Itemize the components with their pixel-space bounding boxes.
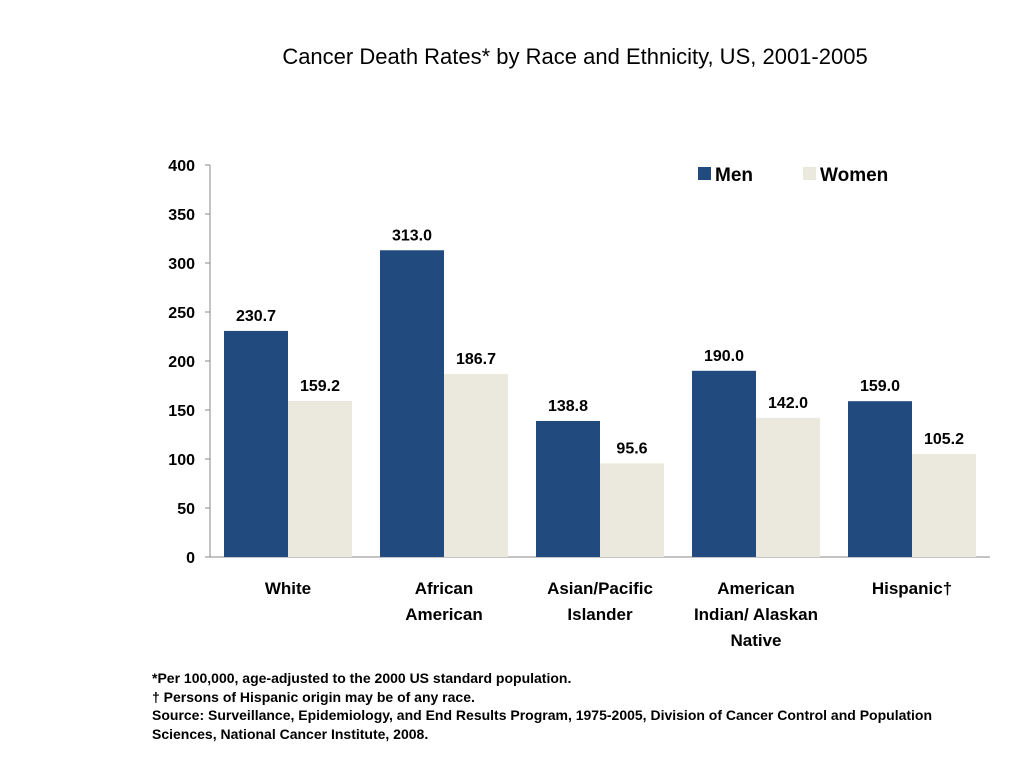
y-tick-label: 350 — [168, 207, 195, 224]
bar-men — [536, 420, 600, 557]
footnote-hispanic: † Persons of Hispanic origin may be of a… — [152, 688, 475, 705]
data-label: 95.6 — [616, 440, 647, 457]
chart-title: Cancer Death Rates* by Race and Ethnicit… — [282, 44, 868, 69]
legend-swatch-women — [803, 167, 816, 180]
data-label: 190.0 — [704, 348, 744, 365]
legend-label-women: Women — [820, 165, 888, 186]
x-tick-label: Indian/ Alaskan — [694, 605, 818, 624]
data-label: 186.7 — [456, 351, 496, 368]
bar-women — [600, 463, 664, 557]
y-tick-label: 200 — [168, 354, 195, 371]
data-label: 105.2 — [924, 431, 964, 448]
y-tick-label: 300 — [168, 256, 195, 273]
legend-label-men: Men — [715, 165, 753, 186]
bar-women — [288, 400, 352, 557]
x-tick-label: American — [717, 579, 794, 598]
y-tick-label: 250 — [168, 305, 195, 322]
x-tick-label: African — [415, 579, 474, 598]
footnotes: *Per 100,000, age-adjusted to the 2000 U… — [152, 669, 982, 743]
x-tick-label: White — [265, 579, 311, 598]
bar-men — [380, 250, 444, 557]
data-label: 138.8 — [548, 398, 588, 415]
data-label: 230.7 — [236, 308, 276, 325]
bar-women — [912, 453, 976, 557]
x-tick-label: Hispanic† — [872, 579, 952, 598]
bar-men — [848, 401, 912, 557]
x-tick-label: Islander — [567, 605, 633, 624]
bar-men — [692, 370, 756, 557]
x-tick-label: American — [405, 605, 482, 624]
data-label: 313.0 — [392, 227, 432, 244]
y-tick-label: 0 — [186, 550, 195, 567]
legend-swatch-men — [698, 167, 711, 180]
data-label: 142.0 — [768, 395, 808, 412]
y-tick-label: 150 — [168, 403, 195, 420]
bar-women — [444, 374, 508, 557]
x-tick-label: Native — [730, 631, 781, 650]
footnote-source: Source: Surveillance, Epidemiology, and … — [152, 707, 933, 742]
bar-women — [756, 417, 820, 557]
bar-men — [224, 330, 288, 557]
y-tick-label: 400 — [168, 158, 195, 175]
data-label: 159.0 — [860, 378, 900, 395]
y-tick-label: 100 — [168, 452, 195, 469]
data-label: 159.2 — [300, 378, 340, 395]
y-tick-label: 50 — [177, 501, 195, 518]
footnote-per-100000: *Per 100,000, age-adjusted to the 2000 U… — [152, 670, 572, 686]
x-tick-label: Asian/Pacific — [547, 579, 653, 598]
